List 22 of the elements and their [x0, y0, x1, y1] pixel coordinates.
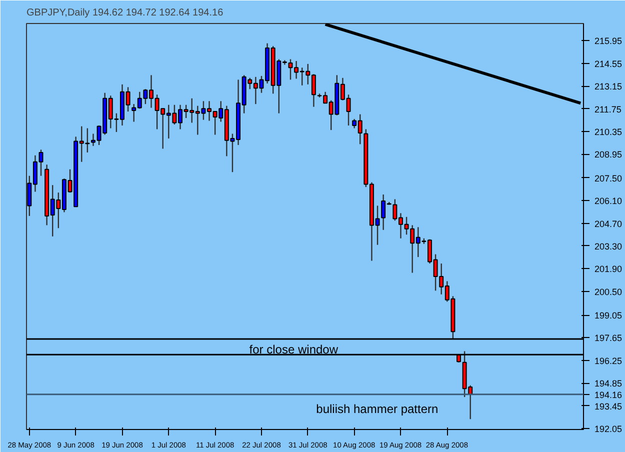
- y-tick-label: 207.50: [594, 173, 622, 184]
- y-tick-label: 196.25: [594, 356, 622, 366]
- y-tick-label: 203.30: [594, 241, 622, 252]
- y-tick-label: 214.55: [594, 58, 622, 69]
- y-tick-label: 215.95: [594, 36, 622, 46]
- y-tick-label: 194.85: [594, 378, 622, 389]
- chart-title: GBPJPY,Daily 194.62 194.72 192.64 194.16: [26, 8, 224, 18]
- ref-line-label: 194.16: [594, 390, 622, 400]
- y-tick-label: 199.05: [594, 310, 622, 321]
- y-tick-label: 210.35: [594, 126, 622, 137]
- y-tick-label: 200.50: [594, 286, 622, 297]
- y-tick-label: 201.90: [594, 264, 622, 274]
- y-tick-label: 206.10: [594, 196, 622, 206]
- y-tick-label: 211.75: [594, 104, 622, 114]
- y-tick-label: 213.15: [594, 82, 622, 92]
- annotation: for close window: [249, 342, 338, 357]
- y-tick-label: 204.70: [594, 218, 622, 229]
- annotation: buliish hammer pattern: [316, 402, 438, 416]
- y-tick-label: 193.45: [594, 401, 622, 412]
- y-tick-label: 208.95: [594, 150, 622, 160]
- y-tick-label: 192.05: [594, 424, 622, 434]
- y-tick-label: 197.65: [594, 333, 622, 344]
